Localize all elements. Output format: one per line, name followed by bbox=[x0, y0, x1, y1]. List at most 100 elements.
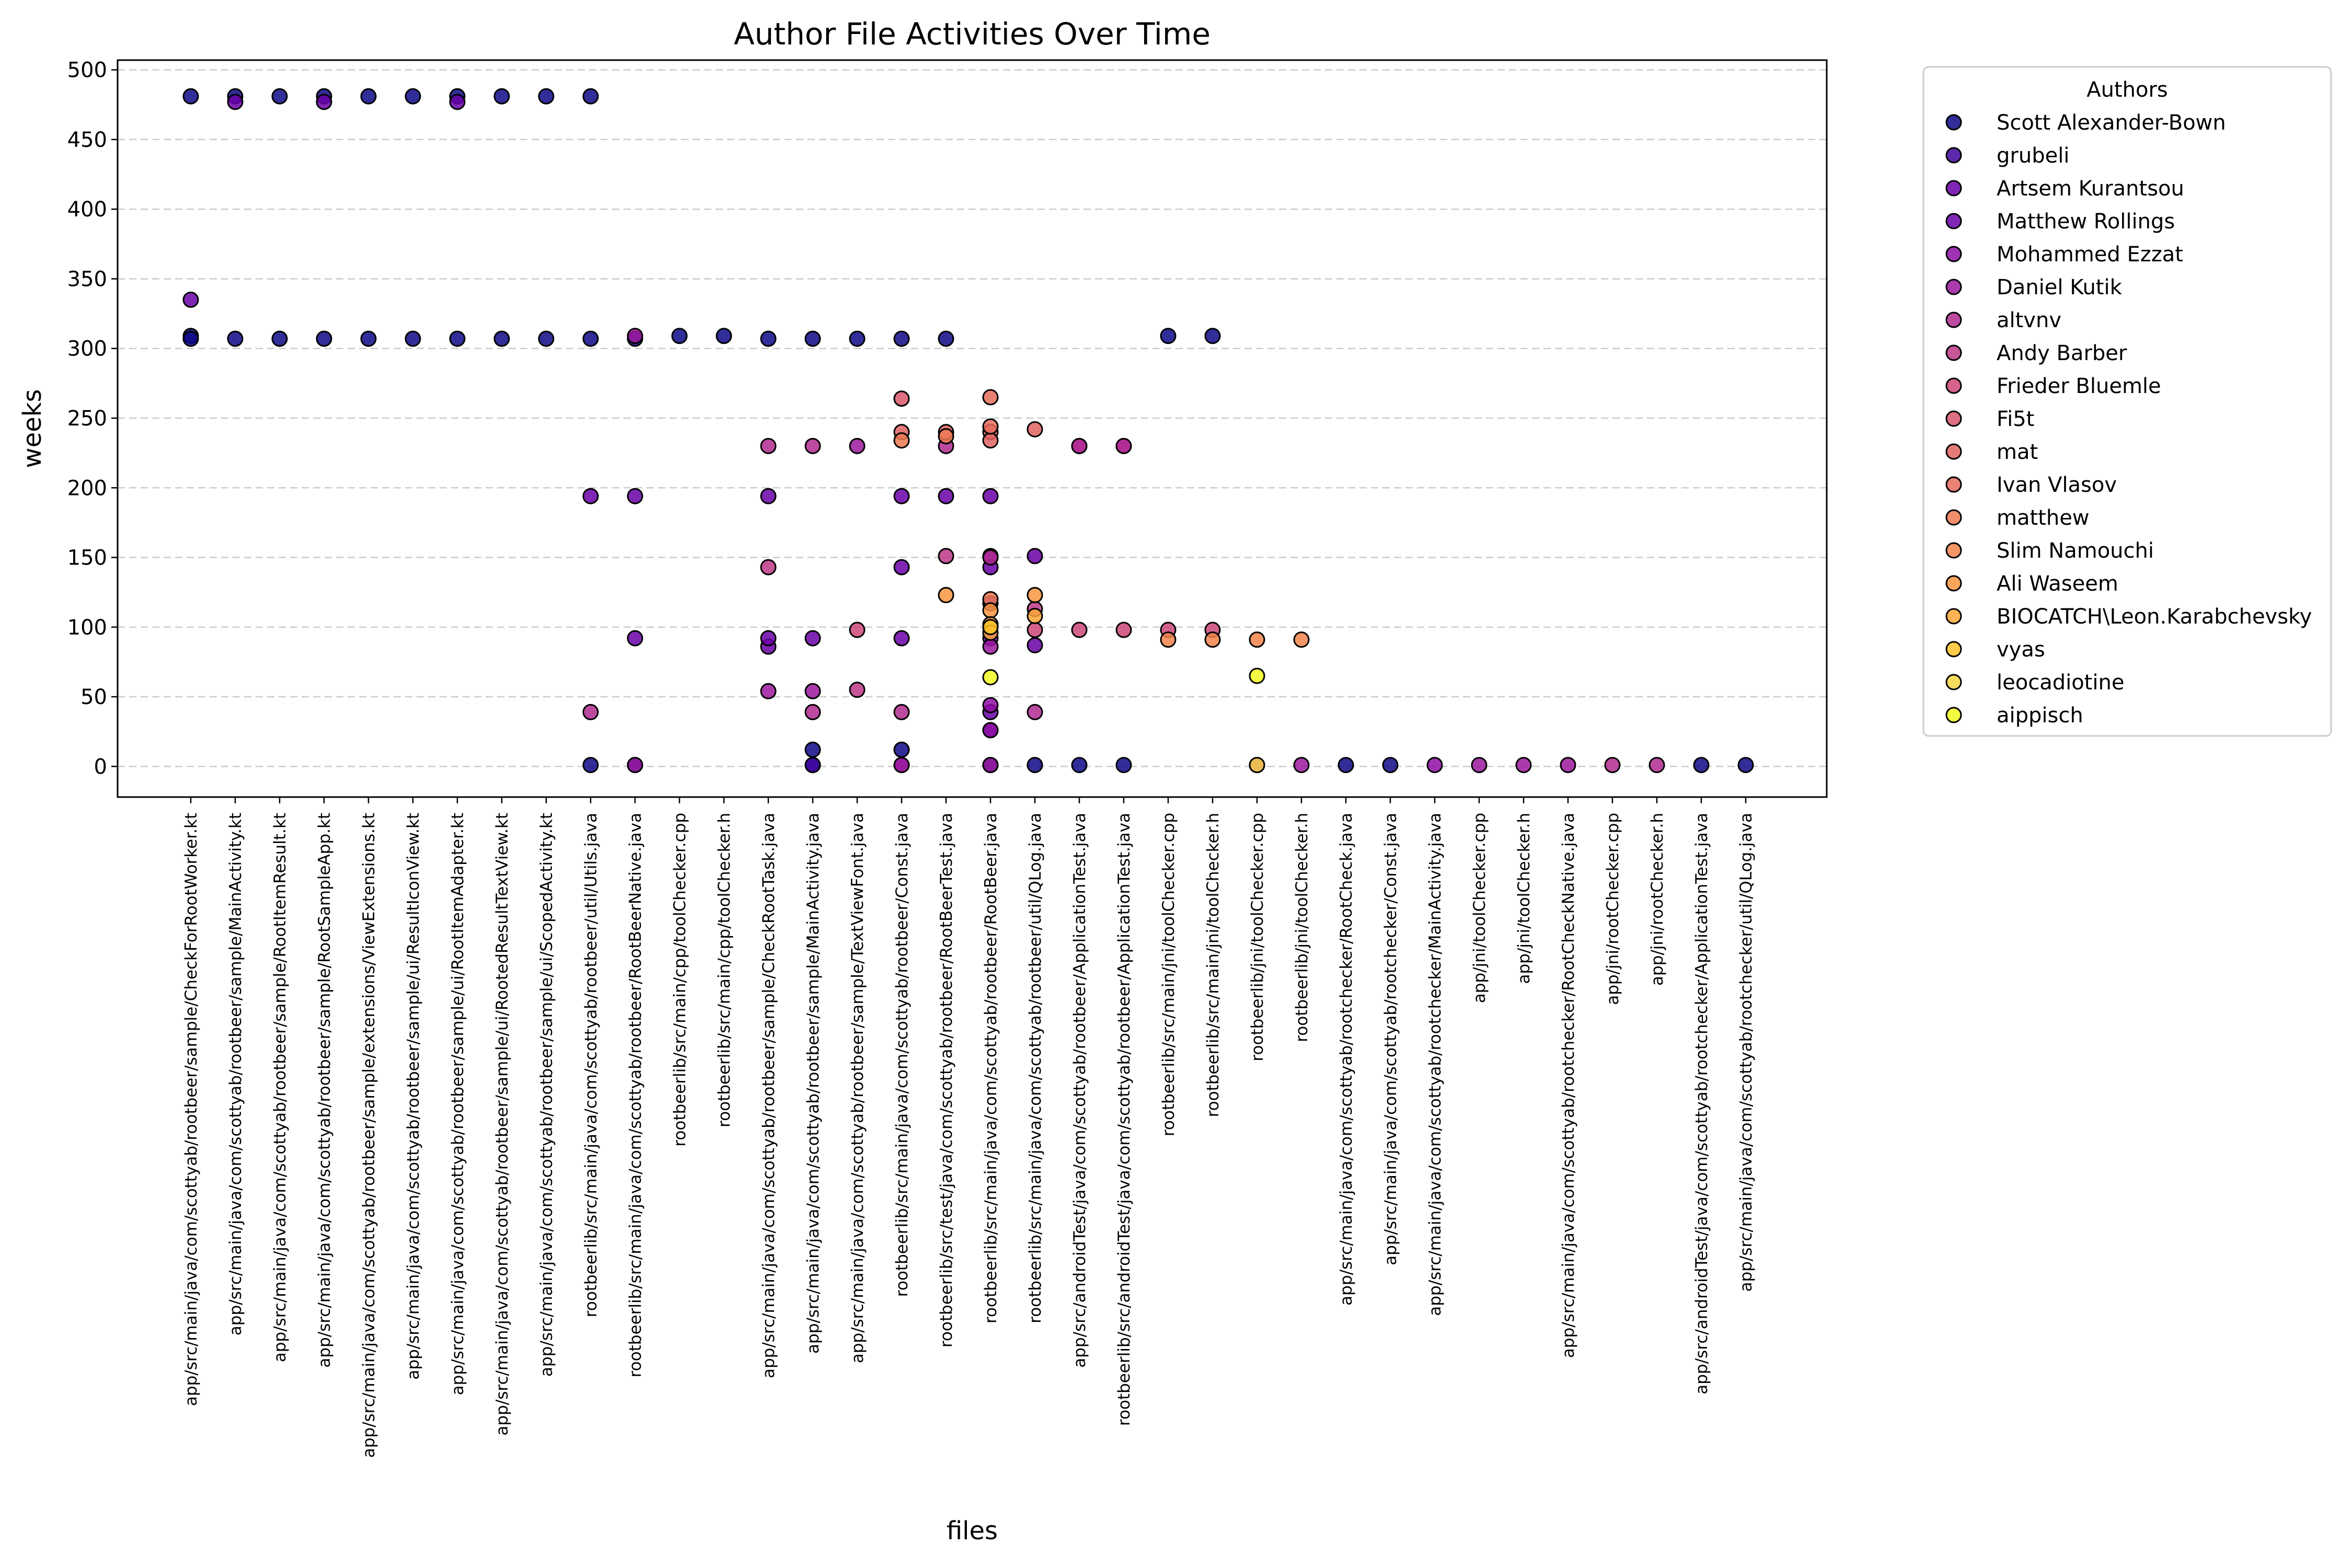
data-point bbox=[1204, 631, 1221, 648]
data-point bbox=[893, 559, 910, 575]
data-point bbox=[1160, 631, 1177, 648]
data-point bbox=[893, 390, 910, 407]
data-point bbox=[1737, 757, 1754, 774]
data-point bbox=[271, 330, 288, 347]
legend-marker bbox=[1945, 641, 1962, 658]
data-point bbox=[1071, 621, 1088, 638]
data-point bbox=[1115, 757, 1132, 774]
data-point bbox=[849, 330, 866, 347]
legend-label: Andy Barber bbox=[1997, 341, 2127, 365]
y-tick-label: 400 bbox=[67, 198, 107, 222]
data-point bbox=[1027, 587, 1043, 604]
data-point bbox=[893, 757, 910, 774]
legend-marker bbox=[1945, 114, 1962, 131]
y-tick-label: 150 bbox=[67, 546, 107, 570]
y-tick-label: 250 bbox=[67, 407, 107, 431]
x-tick-label: app/src/main/java/com/scottyab/rootbeer/… bbox=[360, 813, 378, 1458]
data-point bbox=[271, 88, 288, 105]
x-tick-label: rootbeerlib/jni/toolChecker.cpp bbox=[1248, 813, 1267, 1062]
data-point bbox=[893, 630, 910, 647]
plot-frame bbox=[117, 59, 1828, 798]
x-tick-label: app/src/main/java/com/scottyab/rootbeer/… bbox=[182, 813, 201, 1406]
data-point bbox=[760, 630, 777, 647]
data-point bbox=[982, 418, 999, 435]
data-point bbox=[182, 88, 199, 105]
data-point bbox=[1160, 328, 1177, 344]
data-point bbox=[1071, 437, 1088, 454]
legend-label: Ivan Vlasov bbox=[1997, 473, 2117, 497]
data-point bbox=[1027, 421, 1043, 437]
data-point bbox=[1027, 548, 1043, 564]
data-point bbox=[982, 619, 999, 636]
legend-label: Slim Namouchi bbox=[1997, 539, 2154, 563]
data-point bbox=[1249, 757, 1265, 774]
x-tick-label: rootbeerlib/jni/toolChecker.h bbox=[1293, 813, 1311, 1042]
data-point bbox=[893, 741, 910, 758]
legend-label: Ali Waseem bbox=[1997, 572, 2118, 596]
legend-marker bbox=[1945, 509, 1962, 526]
x-tick-label: app/src/main/java/com/scottyab/rootbeer/… bbox=[315, 813, 334, 1368]
x-tick-label: app/jni/toolChecker.h bbox=[1515, 813, 1534, 984]
data-point bbox=[760, 330, 777, 347]
data-point bbox=[316, 94, 332, 110]
y-axis-ticks: 0 50 100 150 200 250 300 350 400 450 500 bbox=[67, 59, 118, 779]
x-tick-label: app/src/main/java/com/scottyab/rootcheck… bbox=[1737, 813, 1756, 1292]
legend-marker bbox=[1945, 674, 1962, 690]
data-point bbox=[1027, 607, 1043, 624]
legend-marker bbox=[1945, 344, 1962, 361]
legend-label: Scott Alexander-Bown bbox=[1997, 111, 2226, 135]
legend-label: altvnv bbox=[1997, 308, 2061, 332]
legend-label: Fi5t bbox=[1997, 407, 2034, 431]
x-axis-label: files bbox=[947, 1516, 998, 1546]
data-point bbox=[804, 630, 821, 647]
x-tick-label: app/src/androidTest/java/com/scottyab/ro… bbox=[1070, 813, 1089, 1368]
data-point bbox=[405, 88, 421, 105]
legend-label: aippisch bbox=[1997, 704, 2083, 728]
data-point bbox=[893, 432, 910, 449]
x-tick-label: app/src/main/java/com/scottyab/rootbeer/… bbox=[537, 813, 556, 1377]
legend-label: vyas bbox=[1997, 638, 2045, 662]
x-tick-label: app/jni/toolChecker.cpp bbox=[1470, 813, 1489, 1003]
data-point bbox=[360, 88, 377, 105]
data-point bbox=[627, 328, 643, 344]
legend-label: mat bbox=[1997, 440, 2038, 464]
data-point bbox=[582, 330, 599, 347]
data-point bbox=[804, 330, 821, 347]
legend-label: BIOCATCH\Leon.Karabchevsky bbox=[1997, 605, 2312, 629]
legend-label: Frieder Bluemle bbox=[1997, 374, 2161, 398]
y-tick-label: 200 bbox=[67, 476, 107, 500]
grid-lines bbox=[118, 69, 1827, 767]
legend-marker bbox=[1945, 575, 1962, 592]
legend-label: Daniel Kutik bbox=[1997, 275, 2123, 299]
legend-label: Artsem Kurantsou bbox=[1997, 177, 2184, 201]
x-tick-label: app/src/main/java/com/scottyab/rootbeer/… bbox=[271, 813, 290, 1362]
legend-marker bbox=[1945, 279, 1962, 295]
y-tick-label: 300 bbox=[67, 337, 107, 361]
data-point bbox=[1426, 757, 1443, 774]
x-tick-label: app/src/main/java/com/scottyab/rootbeer/… bbox=[493, 813, 512, 1436]
data-point bbox=[1604, 757, 1621, 774]
x-axis-ticks: app/src/main/java/com/scottyab/rootbeer/… bbox=[182, 797, 1756, 1458]
data-point bbox=[804, 757, 821, 774]
legend-marker bbox=[1945, 246, 1962, 262]
legend-items: Scott Alexander-Bown grubeli Artsem Kurant… bbox=[1945, 111, 2312, 728]
data-point bbox=[227, 330, 244, 347]
legend: Authors Scott Alexander-Bown grubeli Artse… bbox=[1922, 66, 2332, 737]
data-point bbox=[849, 621, 866, 638]
data-point bbox=[804, 683, 821, 699]
legend-marker bbox=[1945, 410, 1962, 427]
data-point bbox=[1515, 757, 1532, 774]
y-tick-label: 50 bbox=[80, 685, 107, 709]
x-tick-label: app/src/main/java/com/scottyab/rootcheck… bbox=[1381, 813, 1400, 1265]
x-tick-label: app/src/main/java/com/scottyab/rootcheck… bbox=[1337, 813, 1356, 1306]
data-point bbox=[1693, 757, 1710, 774]
data-point bbox=[982, 669, 999, 686]
legend-label: matthew bbox=[1997, 506, 2090, 530]
legend-marker bbox=[1945, 707, 1962, 723]
legend-marker bbox=[1945, 542, 1962, 559]
data-point bbox=[982, 757, 999, 774]
data-point bbox=[182, 291, 199, 308]
data-point bbox=[760, 488, 777, 504]
data-point bbox=[1293, 757, 1310, 774]
chart-title: Author File Activities Over Time bbox=[734, 16, 1210, 52]
